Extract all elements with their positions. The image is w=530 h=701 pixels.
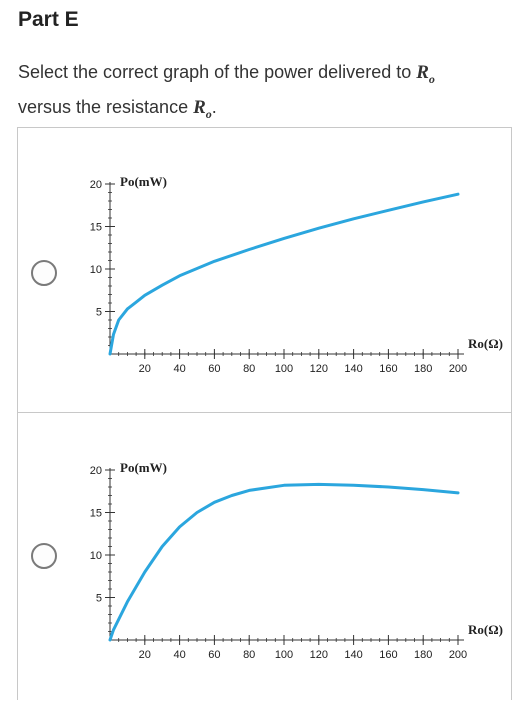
y-tick-label: 5 (96, 307, 102, 319)
y-tick-label: 20 (90, 179, 102, 191)
x-axis-label: Ro(Ω) (468, 336, 503, 351)
part-title: Part E (18, 8, 79, 31)
x-tick-label: 40 (173, 363, 185, 375)
x-tick-label: 200 (449, 363, 467, 375)
x-tick-label: 100 (275, 649, 293, 661)
x-tick-label: 80 (243, 363, 255, 375)
x-tick-label: 160 (379, 649, 397, 661)
x-tick-label: 200 (449, 649, 467, 661)
x-tick-label: 100 (275, 363, 293, 375)
chart-option-2: 20 40 60 80 100 120 140 160 180 200 5 10 15 20 Po(mW) R… (90, 460, 503, 661)
x-tick-label: 160 (379, 363, 397, 375)
y-axis-label: Po(mW) (120, 460, 167, 475)
x-axis-label: Ro(Ω) (468, 622, 503, 637)
question-text-after: . (211, 96, 217, 117)
question-text-before: Select the correct graph of the power de… (18, 62, 417, 82)
power-curve-series-1 (108, 482, 460, 642)
y-tick-label: 10 (90, 264, 102, 276)
x-tick-label: 60 (208, 649, 220, 661)
y-tick-label: 15 (90, 508, 102, 520)
answer-option-2[interactable]: 20 40 60 80 100 120 140 160 180 200 5 10 15 20 Po(mW) R… (18, 413, 511, 701)
answer-options: 20 40 60 80 100 120 140 160 180 200 5 10 15 20 Po(mW) R… (17, 127, 512, 700)
resistance-variable-2: Ro (193, 96, 212, 121)
x-tick-label: 120 (310, 363, 328, 375)
x-tick-label: 20 (139, 649, 151, 661)
y-tick-label: 15 (90, 222, 102, 234)
radio-button-option-2[interactable] (31, 543, 57, 569)
x-tick-label: 140 (344, 363, 362, 375)
x-tick-label: 40 (173, 649, 185, 661)
question-prompt: Select the correct graph of the power de… (18, 58, 498, 128)
y-axis-label: Po(mW) (120, 174, 167, 189)
x-tick-label: 140 (344, 649, 362, 661)
y-tick-label: 10 (90, 550, 102, 562)
x-tick-label: 180 (414, 649, 432, 661)
x-tick-label: 60 (208, 363, 220, 375)
x-tick-label: 80 (243, 649, 255, 661)
answer-option-1[interactable]: 20 40 60 80 100 120 140 160 180 200 5 10 15 20 Po(mW) R… (18, 128, 511, 413)
chart-option-1: 20 40 60 80 100 120 140 160 180 200 5 10 15 20 Po(mW) R… (90, 174, 503, 375)
x-tick-label: 20 (139, 363, 151, 375)
y-tick-label: 5 (96, 593, 102, 605)
x-tick-label: 120 (310, 649, 328, 661)
question-text-middle: versus the resistance (18, 96, 194, 117)
y-tick-label: 20 (90, 465, 102, 477)
resistance-variable: Ro (416, 62, 435, 86)
power-curve-series-1 (108, 192, 460, 356)
radio-button-option-1[interactable] (31, 260, 57, 286)
x-tick-label: 180 (414, 363, 432, 375)
